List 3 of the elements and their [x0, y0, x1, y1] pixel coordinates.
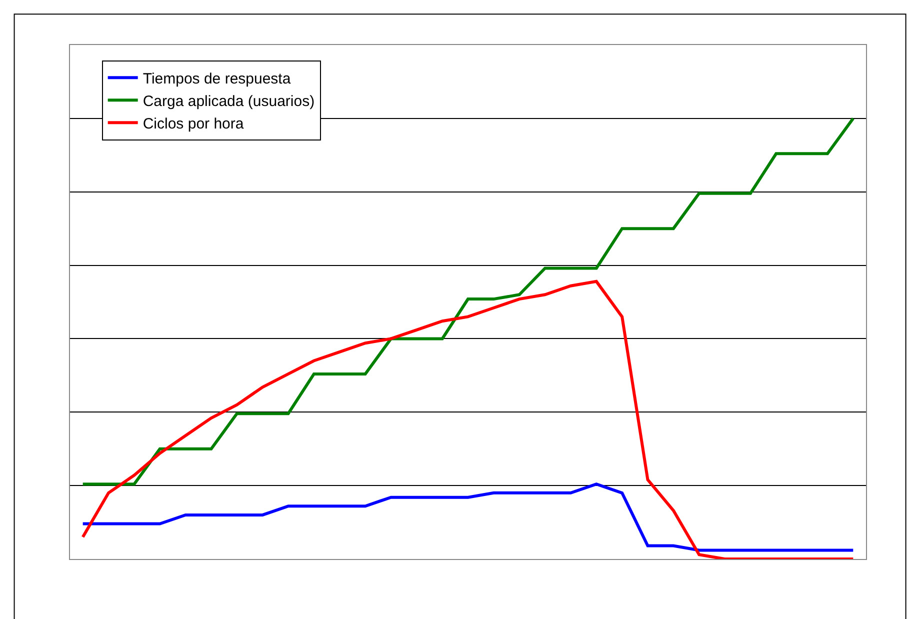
legend-label: Ciclos por hora [142, 116, 244, 133]
legend-label: Carga aplicada (usuarios) [142, 93, 315, 110]
legend-label: Tiempos de respuesta [142, 70, 292, 88]
